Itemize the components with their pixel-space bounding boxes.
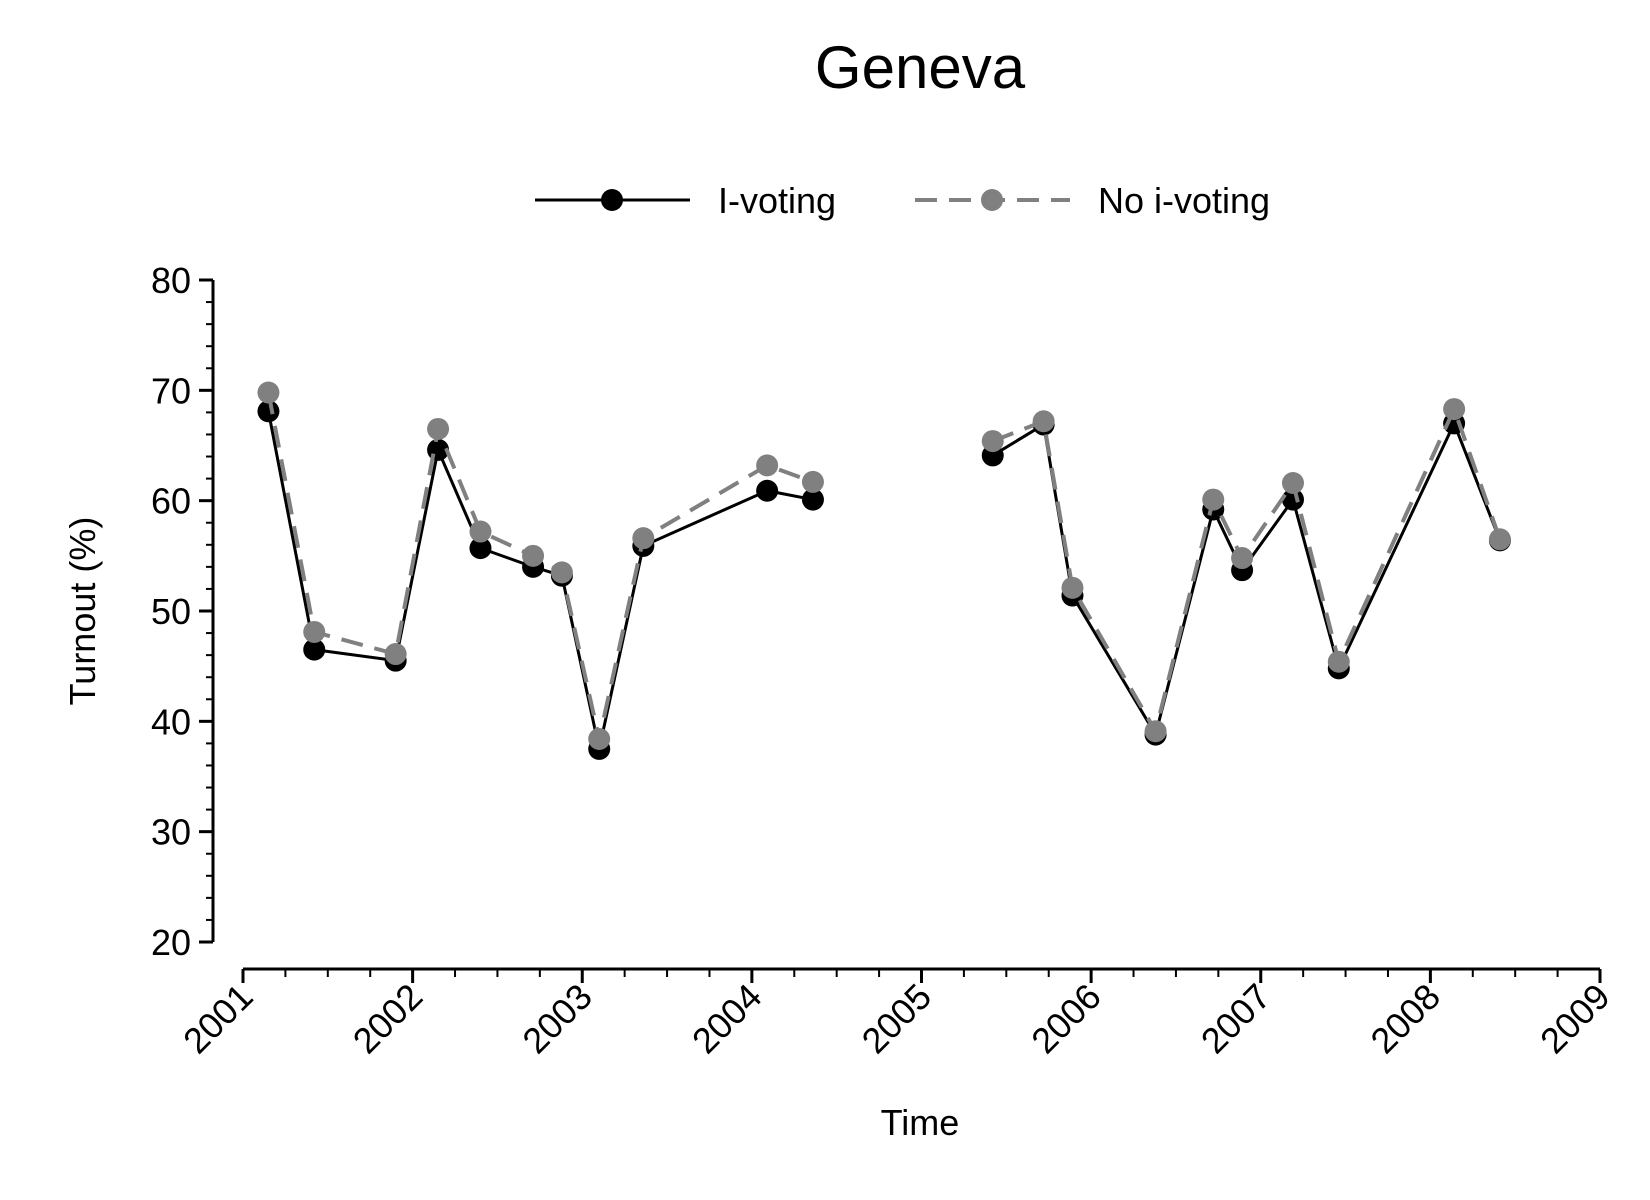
data-point — [550, 561, 573, 584]
data-point — [1281, 488, 1304, 511]
y-tick-label: 60 — [151, 481, 191, 522]
y-tick-label: 20 — [151, 922, 191, 963]
data-point — [469, 537, 492, 560]
legend-marker — [601, 189, 623, 211]
data-point — [801, 488, 824, 511]
data-point — [522, 544, 545, 567]
data-point — [1144, 720, 1167, 743]
y-tick-label: 30 — [151, 812, 191, 853]
legend-label: I-voting — [718, 180, 836, 221]
x-tick-label: 2008 — [1362, 976, 1448, 1062]
data-point — [427, 417, 450, 440]
x-tick-label: 2003 — [514, 976, 600, 1062]
data-point — [632, 527, 655, 550]
chart-title: Geneva — [815, 34, 1026, 101]
y-tick-label: 50 — [151, 591, 191, 632]
data-point — [1443, 398, 1466, 421]
data-point — [303, 638, 326, 661]
x-tick-label: 2002 — [345, 976, 431, 1062]
x-tick-label: 2005 — [854, 976, 940, 1062]
data-point — [469, 520, 492, 543]
y-axis-label: Turnout (%) — [62, 517, 103, 706]
y-tick-label: 40 — [151, 701, 191, 742]
data-point — [756, 479, 779, 502]
data-point — [756, 454, 779, 477]
legend-marker — [981, 189, 1003, 211]
data-point — [1488, 528, 1511, 551]
x-axis-label: Time — [881, 1102, 960, 1143]
series-line — [266, 392, 1502, 740]
data-point — [1202, 488, 1225, 511]
data-point — [384, 643, 407, 666]
x-tick-label: 2006 — [1023, 976, 1109, 1062]
data-point — [303, 620, 326, 643]
legend-label: No i-voting — [1098, 180, 1270, 221]
data-point — [1327, 650, 1350, 673]
y-tick-label: 70 — [151, 370, 191, 411]
x-tick-label: 2009 — [1532, 976, 1618, 1062]
data-point — [1061, 576, 1084, 599]
data-point — [981, 430, 1004, 453]
data-point — [1231, 547, 1254, 570]
x-tick-label: 2007 — [1193, 976, 1279, 1062]
data-point — [257, 400, 280, 423]
data-point — [588, 727, 611, 750]
data-point — [257, 381, 280, 404]
y-tick-label: 80 — [151, 260, 191, 301]
x-tick-label: 2004 — [684, 976, 770, 1062]
data-point — [801, 470, 824, 493]
data-point — [1032, 410, 1055, 433]
x-tick-label: 2001 — [175, 976, 261, 1062]
data-point — [1281, 472, 1304, 495]
